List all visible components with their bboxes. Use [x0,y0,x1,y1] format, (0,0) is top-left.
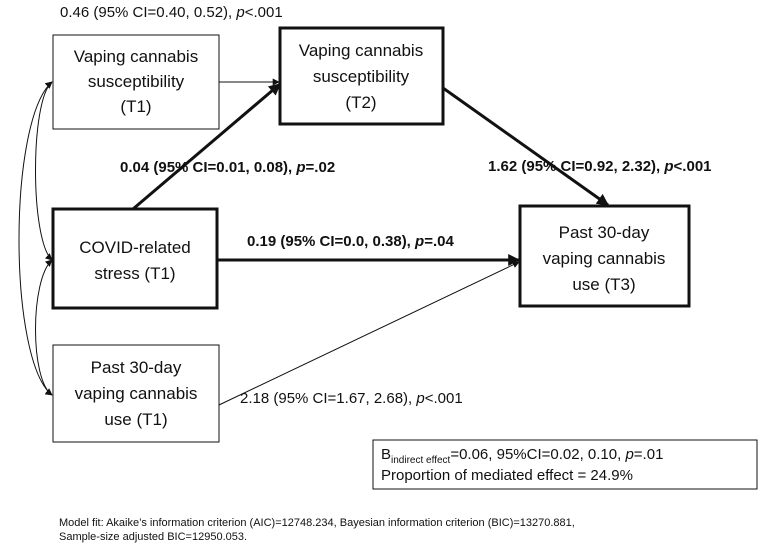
label-text: 0.04 (95% CI=0.01, 0.08), [120,159,296,176]
node-text: Vaping cannabis [74,47,198,66]
node-box [52,344,220,443]
node-text: (T1) [120,97,151,116]
p-value: <.001 [674,158,712,175]
node-text: susceptibility [313,67,410,86]
footnote: Model fit: Akaike’s information criterio… [59,517,575,529]
node-text: use (T3) [572,275,635,294]
path-label: 1.62 (95% CI=0.92, 2.32), p<.001 [488,158,712,175]
node-box [52,34,220,130]
node-text: susceptibility [88,72,185,91]
node-text: vaping cannabis [543,249,666,268]
footnote: Sample-size adjusted BIC=12950.053. [59,531,247,543]
label-text: 0.19 (95% CI=0.0, 0.38), [247,233,415,250]
p-symbol: p [414,233,424,250]
result-box [372,439,758,490]
covariance-arrow [35,81,53,261]
p-symbol: p [415,390,424,407]
b-symbol: B [381,446,391,463]
p-symbol: p [295,159,305,176]
node-text: Vaping cannabis [299,41,423,60]
result-text: =0.06, 95%CI=0.02, 0.10, [450,446,625,463]
node-text: stress (T1) [94,264,175,283]
label-text: 0.46 (95% CI=0.40, 0.52), [60,4,236,21]
label-text: 2.18 (95% CI=1.67, 2.68), [240,390,416,407]
p-symbol: p [235,4,244,21]
node-text: COVID-related [79,238,190,257]
p-value: <.001 [245,4,283,21]
node-box [51,207,219,310]
b-subscript: indirect effect [391,455,451,466]
path-label: 0.19 (95% CI=0.0, 0.38), p=.04 [247,233,454,250]
arrow [442,86,609,207]
node-text: Past 30-day [559,223,650,242]
node-text: vaping cannabis [75,384,198,403]
p-value: =.01 [634,446,664,463]
arrow [132,82,281,211]
p-symbol: p [663,158,673,175]
node-box [518,204,691,308]
p-value: =.02 [306,159,336,176]
path-label: 0.46 (95% CI=0.40, 0.52), p<.001 [60,4,283,21]
proportion: Proportion of mediated effect = 24.9% [381,467,633,484]
p-symbol: p [624,446,633,463]
arrows [18,78,609,406]
p-value: =.04 [424,233,454,250]
covariance-arrow [18,81,53,396]
node-text: (T2) [345,93,376,112]
path-label: 0.04 (95% CI=0.01, 0.08), p=.02 [120,159,335,176]
arrow [218,261,520,406]
path-label: 2.18 (95% CI=1.67, 2.68), p<.001 [240,390,463,407]
indirect-effect: Bindirect effect=0.06, 95%CI=0.02, 0.10,… [381,446,663,466]
node-box [278,26,445,126]
node-text: Past 30-day [91,358,182,377]
node-text: use (T1) [104,410,167,429]
p-value: <.001 [425,390,463,407]
label-text: 1.62 (95% CI=0.92, 2.32), [488,158,664,175]
